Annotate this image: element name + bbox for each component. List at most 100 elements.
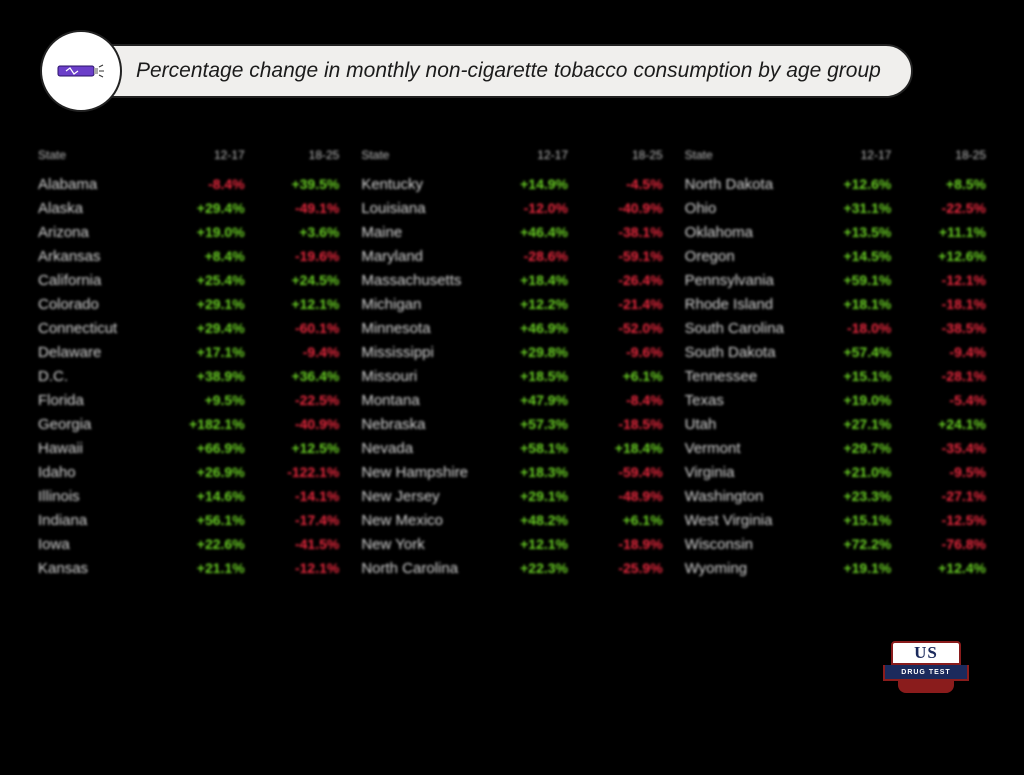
value-age2: -41.5% <box>245 536 340 552</box>
value-age1: +9.5% <box>150 392 245 408</box>
value-age1: -18.0% <box>797 320 892 336</box>
state-name: Indiana <box>38 512 150 529</box>
table-row: Pennsylvania+59.1%-12.1% <box>685 268 986 292</box>
value-age1: +18.4% <box>473 272 568 288</box>
state-name: Maryland <box>361 248 473 265</box>
value-age2: -52.0% <box>568 320 663 336</box>
value-age1: +29.1% <box>473 488 568 504</box>
value-age1: +14.5% <box>797 248 892 264</box>
value-age1: +59.1% <box>797 272 892 288</box>
state-name: Alabama <box>38 176 150 193</box>
value-age1: +27.1% <box>797 416 892 432</box>
table-row: Kansas+21.1%-12.1% <box>38 556 339 580</box>
value-age1: +8.4% <box>150 248 245 264</box>
value-age1: +21.0% <box>797 464 892 480</box>
state-name: D.C. <box>38 368 150 385</box>
state-name: Washington <box>685 488 797 505</box>
value-age2: -9.6% <box>568 344 663 360</box>
state-name: Delaware <box>38 344 150 361</box>
table-row: California+25.4%+24.5% <box>38 268 339 292</box>
table-row: Oregon+14.5%+12.6% <box>685 244 986 268</box>
table-row: Florida+9.5%-22.5% <box>38 388 339 412</box>
value-age1: +23.3% <box>797 488 892 504</box>
title-icon-circle <box>40 30 122 112</box>
state-name: Rhode Island <box>685 296 797 313</box>
value-age1: +29.4% <box>150 320 245 336</box>
state-name: Connecticut <box>38 320 150 337</box>
table-row: Tennessee+15.1%-28.1% <box>685 364 986 388</box>
value-age1: +18.3% <box>473 464 568 480</box>
value-age2: +6.1% <box>568 512 663 528</box>
value-age2: -59.4% <box>568 464 663 480</box>
table-row: Texas+19.0%-5.4% <box>685 388 986 412</box>
value-age2: -38.5% <box>891 320 986 336</box>
value-age2: -25.9% <box>568 560 663 576</box>
table-row: Wisconsin+72.2%-76.8% <box>685 532 986 556</box>
header-age1: 12-17 <box>150 148 245 162</box>
table-row: Kentucky+14.9%-4.5% <box>361 172 662 196</box>
value-age2: +3.6% <box>245 224 340 240</box>
value-age2: +11.1% <box>891 224 986 240</box>
table-row: West Virginia+15.1%-12.5% <box>685 508 986 532</box>
state-name: Georgia <box>38 416 150 433</box>
value-age2: -18.5% <box>568 416 663 432</box>
table-row: Louisiana-12.0%-40.9% <box>361 196 662 220</box>
header-age1: 12-17 <box>797 148 892 162</box>
value-age2: -22.5% <box>891 200 986 216</box>
state-name: Wisconsin <box>685 536 797 553</box>
value-age1: +25.4% <box>150 272 245 288</box>
value-age2: -4.5% <box>568 176 663 192</box>
table-row: Nevada+58.1%+18.4% <box>361 436 662 460</box>
vape-pen-icon <box>56 62 106 80</box>
state-name: Oklahoma <box>685 224 797 241</box>
logo-badge: US DRUG TEST <box>880 641 972 703</box>
value-age1: +29.8% <box>473 344 568 360</box>
table-row: Hawaii+66.9%+12.5% <box>38 436 339 460</box>
value-age1: +19.0% <box>150 224 245 240</box>
value-age2: +12.4% <box>891 560 986 576</box>
state-name: Louisiana <box>361 200 473 217</box>
state-name: Tennessee <box>685 368 797 385</box>
value-age2: -40.9% <box>568 200 663 216</box>
table-row: New Mexico+48.2%+6.1% <box>361 508 662 532</box>
value-age1: +26.9% <box>150 464 245 480</box>
state-name: North Dakota <box>685 176 797 193</box>
value-age2: -19.6% <box>245 248 340 264</box>
value-age1: +48.2% <box>473 512 568 528</box>
table-row: New Hampshire+18.3%-59.4% <box>361 460 662 484</box>
table-row: Wyoming+19.1%+12.4% <box>685 556 986 580</box>
table-row: New York+12.1%-18.9% <box>361 532 662 556</box>
table-row: Nebraska+57.3%-18.5% <box>361 412 662 436</box>
table-row: Iowa+22.6%-41.5% <box>38 532 339 556</box>
header-state: State <box>361 148 473 162</box>
state-name: Pennsylvania <box>685 272 797 289</box>
state-name: Massachusetts <box>361 272 473 289</box>
value-age2: +39.5% <box>245 176 340 192</box>
value-age2: +6.1% <box>568 368 663 384</box>
table-row: Maryland-28.6%-59.1% <box>361 244 662 268</box>
value-age2: +24.5% <box>245 272 340 288</box>
value-age2: -9.4% <box>245 344 340 360</box>
value-age1: +29.4% <box>150 200 245 216</box>
table-row: Idaho+26.9%-122.1% <box>38 460 339 484</box>
value-age2: -48.9% <box>568 488 663 504</box>
logo-bot <box>898 681 954 693</box>
column-group: State12-1718-25Kentucky+14.9%-4.5%Louisi… <box>361 148 662 580</box>
header-age2: 18-25 <box>568 148 663 162</box>
header-age2: 18-25 <box>245 148 340 162</box>
state-name: Nevada <box>361 440 473 457</box>
value-age2: -76.8% <box>891 536 986 552</box>
value-age1: +15.1% <box>797 368 892 384</box>
value-age2: -22.5% <box>245 392 340 408</box>
title-pill: Percentage change in monthly non-cigaret… <box>78 44 913 98</box>
value-age1: -28.6% <box>473 248 568 264</box>
state-name: New Mexico <box>361 512 473 529</box>
value-age1: +56.1% <box>150 512 245 528</box>
value-age1: +72.2% <box>797 536 892 552</box>
state-name: California <box>38 272 150 289</box>
column-headers: State12-1718-25 <box>361 148 662 162</box>
column-group: State12-1718-25North Dakota+12.6%+8.5%Oh… <box>685 148 986 580</box>
logo-top: US <box>891 641 961 665</box>
value-age1: +19.1% <box>797 560 892 576</box>
state-name: Hawaii <box>38 440 150 457</box>
